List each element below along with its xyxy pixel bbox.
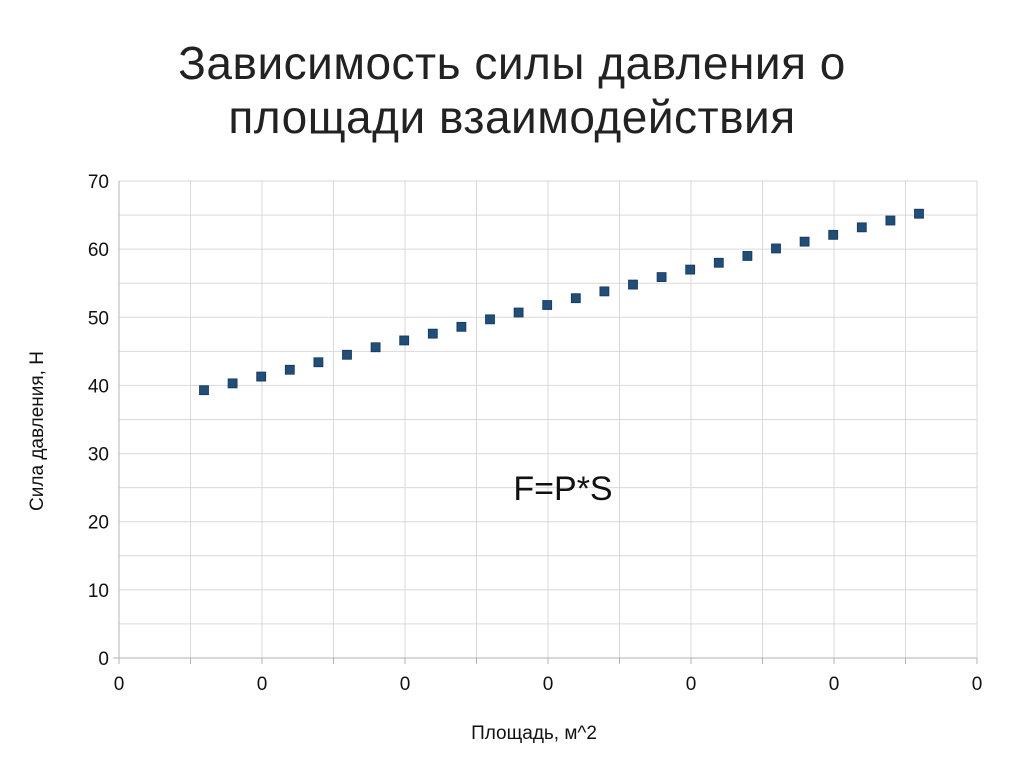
y-tick-label: 50 xyxy=(88,308,109,329)
data-point xyxy=(828,229,839,240)
data-point xyxy=(199,385,209,396)
x-tick-label: 0 xyxy=(400,674,411,695)
x-tick-label: 0 xyxy=(257,674,268,695)
y-tick-label: 20 xyxy=(88,513,109,534)
data-point xyxy=(342,349,352,360)
slide-title: Зависимость силы давления о площади взаи… xyxy=(0,36,1024,144)
data-point xyxy=(856,222,867,233)
y-tick-label: 70 xyxy=(88,172,109,193)
data-point xyxy=(914,208,924,219)
data-point xyxy=(485,314,495,325)
data-point xyxy=(799,236,810,247)
x-tick-label: 0 xyxy=(972,674,983,695)
grid-layer xyxy=(119,180,978,658)
data-point xyxy=(256,371,267,382)
y-tick-label: 0 xyxy=(98,649,109,670)
data-point xyxy=(284,364,295,375)
data-point xyxy=(656,272,667,282)
data-point xyxy=(599,286,610,297)
x-tick-label: 0 xyxy=(114,674,125,695)
data-point xyxy=(370,342,381,353)
data-point xyxy=(685,264,696,275)
x-tick-label: 0 xyxy=(686,674,697,695)
slide-title-line-1: Зависимость силы давления о xyxy=(178,37,846,89)
data-points xyxy=(199,208,924,396)
formula-annotation: F=P*S xyxy=(513,470,612,508)
data-point xyxy=(542,300,553,310)
data-point xyxy=(399,335,410,346)
data-point xyxy=(227,378,238,389)
data-point xyxy=(885,215,896,226)
data-point xyxy=(570,293,581,304)
data-point xyxy=(313,357,324,368)
y-tick-label: 30 xyxy=(88,445,109,466)
y-tick-label: 40 xyxy=(88,376,109,397)
y-axis-title: Сила давления, Н xyxy=(27,351,48,511)
y-tick-label: 60 xyxy=(88,240,109,261)
data-point xyxy=(713,257,724,268)
data-point xyxy=(427,328,438,339)
y-tick-label: 10 xyxy=(88,581,109,602)
axis-layer xyxy=(113,181,978,664)
x-tick-label: 0 xyxy=(829,674,840,695)
data-point xyxy=(628,279,638,290)
x-tick-label: 0 xyxy=(543,674,554,695)
data-point xyxy=(456,321,467,332)
data-point xyxy=(513,307,524,318)
slide-title-line-2: площади взаимодействия xyxy=(228,91,796,143)
data-point xyxy=(771,243,781,254)
data-point xyxy=(742,251,753,261)
x-axis-title: Площадь, м^2 xyxy=(471,723,597,744)
